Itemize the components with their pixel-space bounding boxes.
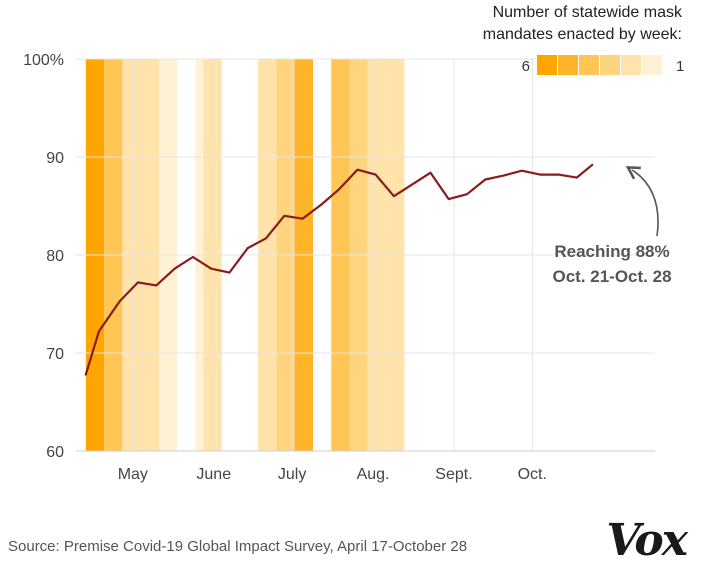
legend-title-line-1: Number of statewide mask — [493, 4, 683, 21]
x-tick-label: June — [196, 466, 231, 483]
x-tick-label: Aug. — [357, 466, 390, 483]
series-line-group — [84, 163, 594, 376]
x-tick-label: Oct. — [518, 466, 547, 483]
x-tick-label: Sept. — [435, 466, 472, 483]
y-tick-label: 60 — [46, 444, 64, 461]
y-axis-ticks: 100% 90 80 70 60 — [23, 52, 64, 461]
x-axis-ticks: May June July Aug. Sept. Oct. — [118, 466, 547, 483]
source-note: Source: Premise Covid-19 Global Impact S… — [8, 538, 467, 555]
x-tick-label: July — [278, 466, 306, 483]
legend-swatch — [600, 55, 620, 75]
legend-swatch — [642, 55, 662, 75]
y-tick-label: 100% — [23, 52, 64, 69]
legend-swatch — [621, 55, 641, 75]
annotation-line-1: Reaching 88% — [554, 242, 669, 261]
legend-swatch — [558, 55, 578, 75]
legend: Number of statewide mask mandates enacte… — [483, 4, 684, 75]
legend-min-label: 1 — [676, 58, 684, 75]
annotation-arrow — [625, 166, 659, 237]
legend-swatch — [579, 55, 599, 75]
x-tick-label: May — [118, 466, 148, 483]
y-tick-label: 80 — [46, 248, 64, 265]
annotation-line-2: Oct. 21-Oct. 28 — [552, 267, 671, 286]
legend-max-label: 6 — [522, 58, 530, 75]
annotation: Reaching 88% Oct. 21-Oct. 28 — [552, 166, 672, 286]
legend-swatch — [537, 55, 557, 75]
legend-title-line-2: mandates enacted by week: — [483, 26, 682, 43]
legend-color-scale — [537, 55, 662, 75]
y-tick-label: 90 — [46, 150, 64, 167]
vox-logo: Vox — [606, 515, 688, 566]
y-tick-label: 70 — [46, 346, 64, 363]
